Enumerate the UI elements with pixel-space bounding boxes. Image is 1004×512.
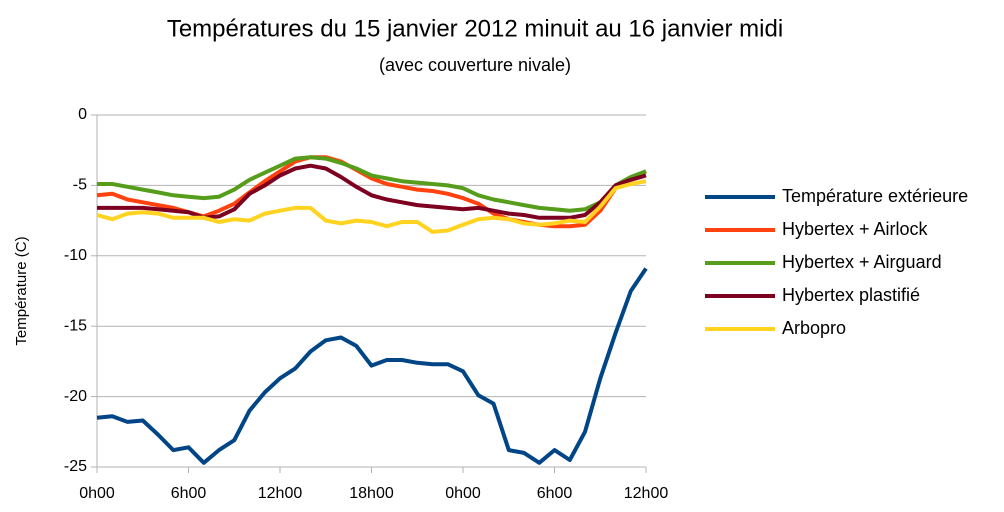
legend-label: Arbopro (782, 318, 846, 338)
chart-title: Températures du 15 janvier 2012 minuit a… (167, 15, 783, 42)
chart-subtitle: (avec couverture nivale) (379, 55, 571, 75)
y-tick-label: 0 (78, 106, 87, 123)
y-tick-label: -5 (73, 177, 87, 194)
series-line (97, 163, 647, 220)
x-tick-label: 18h00 (349, 485, 394, 502)
x-tick-label: 0h00 (445, 485, 481, 502)
y-axis-label: Température (C) (13, 236, 30, 345)
legend-label: Température extérieure (782, 186, 968, 206)
series-line (96, 179, 647, 234)
x-tick-label: 6h00 (537, 485, 573, 502)
y-tick-label: -10 (64, 247, 87, 264)
y-tick-label: -15 (64, 317, 87, 334)
x-tick-label: 0h00 (79, 485, 115, 502)
legend-label: Hybertex + Airlock (782, 219, 929, 239)
x-tick-label: 12h00 (624, 485, 669, 502)
x-tick-label: 12h00 (258, 485, 303, 502)
series-line (97, 155, 647, 213)
y-tick-label: -25 (64, 458, 87, 475)
legend-label: Hybertex plastifié (782, 285, 920, 305)
series-line (96, 267, 648, 465)
y-tick-label: -20 (64, 388, 87, 405)
x-tick-label: 6h00 (171, 485, 207, 502)
legend-label: Hybertex + Airguard (782, 252, 942, 272)
